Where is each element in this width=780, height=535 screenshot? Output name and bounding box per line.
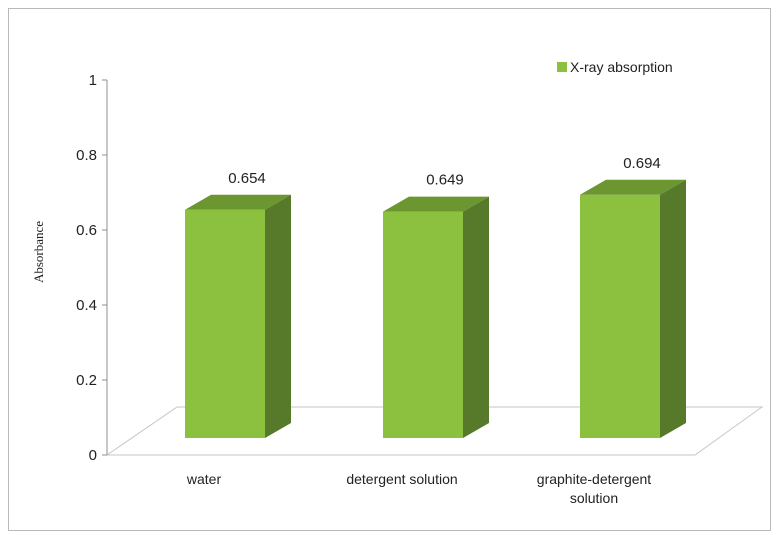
y-tick-label: 0	[89, 447, 97, 464]
bar-front	[185, 209, 265, 438]
y-axis-title: Absorbance	[31, 221, 46, 283]
legend-swatch	[557, 62, 567, 72]
bar	[580, 179, 686, 438]
category-label: detergent solution	[346, 471, 457, 487]
data-label: 0.694	[623, 155, 661, 172]
bar-top	[185, 194, 291, 210]
y-tick-label: 0.8	[76, 147, 97, 164]
bar	[185, 194, 291, 438]
category-label: graphite-detergent	[537, 471, 652, 487]
data-label: 0.649	[426, 172, 464, 189]
legend: X-ray absorption	[557, 59, 673, 75]
bar	[383, 196, 489, 438]
bar-side	[463, 196, 489, 438]
y-tick-label: 0.6	[76, 222, 97, 239]
category-label: solution	[570, 490, 618, 506]
bar-top	[383, 196, 489, 212]
bar-side	[265, 194, 291, 438]
y-axis: 0 0.2 0.4 0.6 0.8 1	[76, 72, 108, 464]
y-tick-label: 1	[89, 72, 97, 89]
bar-front	[383, 211, 463, 438]
data-labels: 0.654 0.649 0.694	[228, 155, 661, 189]
bar-top	[580, 179, 686, 195]
y-tick-label: 0.2	[76, 372, 97, 389]
data-label: 0.654	[228, 170, 266, 187]
x-axis-labels: water detergent solution graphite-detergen…	[186, 471, 651, 506]
bar-front	[580, 194, 660, 438]
category-label: water	[186, 471, 222, 487]
legend-label: X-ray absorption	[570, 59, 673, 75]
y-tick-label: 0.4	[76, 297, 97, 314]
bar-side	[660, 179, 686, 438]
bars	[185, 179, 686, 438]
